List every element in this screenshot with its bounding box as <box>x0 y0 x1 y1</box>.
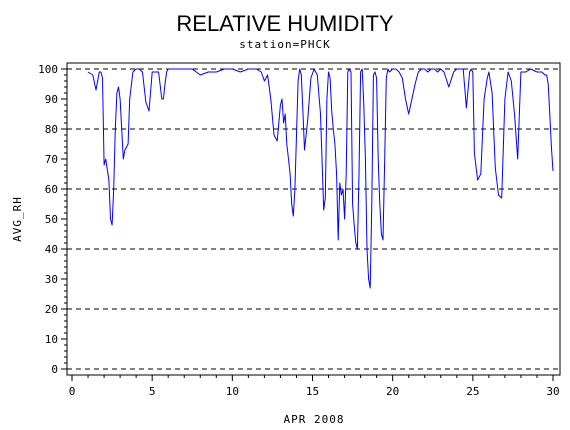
y-tick-label: 20 <box>45 303 58 316</box>
y-tick-label: 10 <box>45 333 58 346</box>
y-tick-label: 50 <box>45 213 58 226</box>
x-tick-label: 10 <box>226 385 239 398</box>
y-tick-label: 90 <box>45 93 58 106</box>
series-group <box>87 68 554 289</box>
x-tick-label: 0 <box>69 385 76 398</box>
x-tick-label: 20 <box>386 385 399 398</box>
y-tick-label: 40 <box>45 243 58 256</box>
x-tick-label: 30 <box>546 385 559 398</box>
y-tick-label: 70 <box>45 153 58 166</box>
y-axis: 0 10 20 30 40 50 60 70 80 90 100 <box>38 63 67 376</box>
x-tick-label: 15 <box>306 385 319 398</box>
y-tick-label: 60 <box>45 183 58 196</box>
y-tick-label: 30 <box>45 273 58 286</box>
y-axis-label: AVG_RH <box>11 196 24 242</box>
y-tick-label: 80 <box>45 123 58 136</box>
avg-rh-series-line <box>87 68 554 289</box>
x-axis-label: APR 2008 <box>284 413 345 426</box>
x-axis: 0 5 10 15 20 25 30 <box>69 375 560 398</box>
chart-subtitle: station=PHCK <box>239 38 330 51</box>
reference-lines <box>67 68 560 370</box>
chart-title: RELATIVE HUMIDITY <box>176 11 394 36</box>
y-tick-label: 0 <box>51 363 58 376</box>
x-tick-label: 5 <box>149 385 156 398</box>
y-tick-label: 100 <box>38 63 58 76</box>
x-tick-label: 25 <box>466 385 479 398</box>
plot-frame <box>66 62 561 376</box>
